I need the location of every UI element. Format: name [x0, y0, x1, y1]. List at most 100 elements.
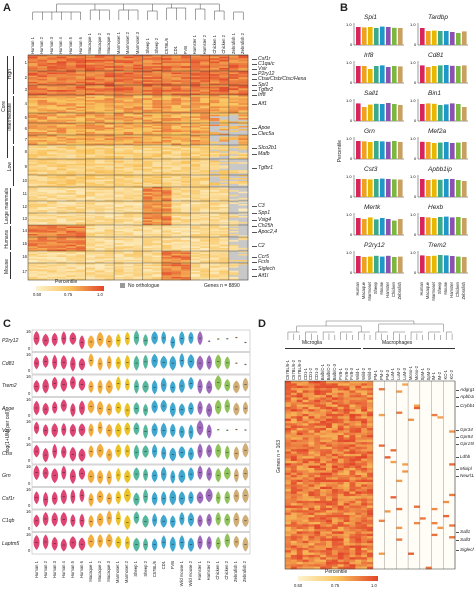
panel-b-gene-title: Apbb1ip	[428, 166, 452, 173]
heat-cell	[66, 251, 77, 253]
heat-cell	[161, 91, 172, 94]
heat-cell	[449, 406, 456, 410]
heat-cell	[94, 219, 105, 221]
heat-cell	[123, 204, 134, 206]
heat-cell	[114, 210, 124, 212]
heat-cell	[28, 232, 38, 235]
heat-cell	[47, 64, 57, 67]
microglia-group-label: Microglia	[302, 340, 323, 346]
bar	[362, 107, 367, 121]
heat-cell	[123, 199, 134, 202]
heat-cell	[372, 428, 380, 431]
heat-cell	[190, 270, 201, 273]
heat-cell	[104, 232, 115, 235]
heat-cell	[47, 202, 57, 205]
heat-cell	[161, 251, 172, 253]
heat-cell	[171, 98, 182, 101]
heat-cell	[152, 127, 163, 130]
heat-cell	[28, 101, 38, 104]
heat-cell	[302, 425, 309, 429]
heat-cell	[209, 61, 220, 64]
cluster-number: 14	[22, 228, 27, 233]
heat-cell	[123, 235, 134, 238]
heat-cell	[161, 226, 172, 229]
heat-cell	[402, 406, 409, 410]
heat-cell	[228, 126, 239, 128]
heat-cell	[47, 123, 57, 125]
heat-cell	[123, 247, 134, 250]
heat-cell	[94, 216, 105, 218]
heat-cell	[413, 423, 421, 426]
heat-cell	[75, 124, 86, 127]
heat-cell	[209, 116, 220, 119]
heat-cell	[28, 72, 38, 75]
heat-cell	[228, 111, 239, 114]
heat-cell	[37, 214, 48, 217]
heat-cell	[66, 74, 77, 76]
species-label: Sheep	[373, 282, 378, 295]
heat-cell	[190, 165, 201, 168]
heat-cell	[290, 385, 298, 389]
heat-cell	[326, 428, 333, 431]
heat-cell	[152, 91, 163, 94]
violin-row-frame	[31, 374, 251, 397]
heat-cell	[37, 222, 48, 224]
heat-cell	[28, 228, 38, 230]
heat-cell	[133, 119, 144, 122]
heat-cell	[28, 255, 38, 258]
heat-cell	[47, 143, 57, 146]
heat-cell	[171, 151, 182, 154]
heat-cell	[200, 272, 211, 275]
heat-cell	[123, 182, 134, 185]
heat-cell	[425, 413, 432, 417]
heat-cell	[123, 163, 134, 166]
heat-cell	[37, 179, 48, 182]
heat-cell	[431, 392, 438, 396]
heat-cell	[171, 93, 182, 96]
heat-cell	[114, 275, 124, 278]
heat-cell	[314, 406, 321, 410]
heat-cell	[47, 255, 57, 258]
heat-cell	[161, 75, 172, 78]
heat-cell	[47, 187, 57, 189]
heat-cell	[123, 55, 134, 57]
heat-cell	[104, 216, 115, 218]
heat-cell	[142, 229, 153, 232]
heat-cell	[408, 402, 415, 405]
heat-cell	[209, 216, 220, 218]
heat-cell	[343, 423, 350, 426]
heat-cell	[85, 141, 96, 144]
heat-cell	[104, 67, 115, 70]
heat-cell	[320, 430, 327, 433]
heat-cell	[123, 109, 134, 112]
heat-cell	[209, 108, 220, 111]
violin-y-tick: 0	[28, 390, 31, 396]
heat-cell	[56, 184, 67, 186]
heat-cell	[142, 104, 153, 107]
heat-cell	[384, 420, 391, 424]
heat-cell	[349, 418, 356, 422]
heat-cell	[94, 55, 105, 57]
heat-cell	[161, 162, 172, 165]
heat-cell	[190, 130, 201, 133]
heat-cell	[238, 240, 249, 242]
heat-cell	[123, 113, 134, 115]
violin-y-tick: 0	[28, 435, 31, 441]
heat-cell	[314, 388, 321, 391]
panel-a-column-label: Hamster 2	[201, 34, 207, 54]
sample-label: Sheep 2	[142, 561, 148, 577]
panel-d-column-labels: C57BL/6-1 C57BL/6-2 C57BL/6-3 CD1-1 CD1-2 CD1…	[285, 350, 455, 380]
heat-cell	[104, 145, 115, 147]
heat-cell	[228, 178, 239, 180]
heat-cell	[219, 140, 230, 142]
heat-cell	[200, 185, 211, 188]
heat-cell	[37, 157, 48, 160]
heat-cell	[181, 64, 191, 67]
heat-cell	[114, 129, 124, 131]
heat-cell	[104, 61, 115, 64]
heat-cell	[133, 213, 144, 215]
heat-cell	[209, 276, 220, 279]
panel-b-bar-chart: 1.00	[410, 22, 468, 47]
heat-cell	[66, 234, 77, 236]
heat-cell	[238, 157, 249, 160]
